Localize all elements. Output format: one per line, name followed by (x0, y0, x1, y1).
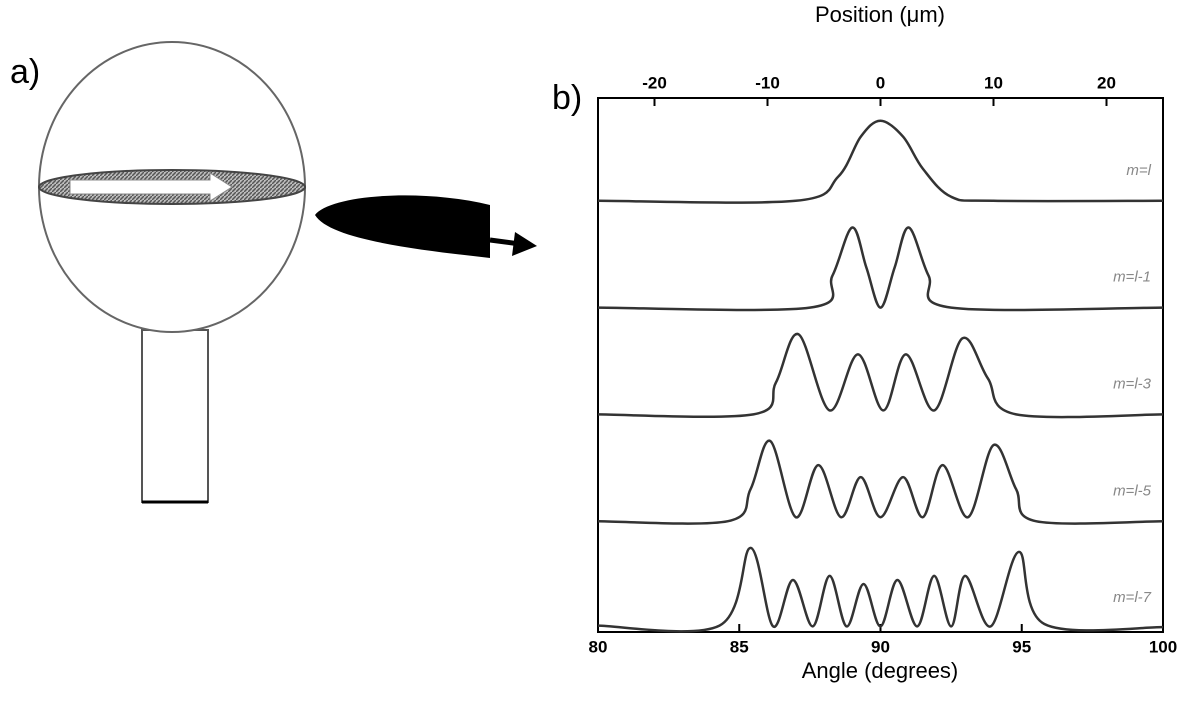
intensity-curve (597, 119, 1164, 204)
emission-beam (315, 195, 490, 258)
x-axis-label: Angle (degrees) (802, 658, 959, 683)
plot-frame (597, 97, 1164, 633)
x-tick-label: 95 (1012, 637, 1031, 656)
sphere-diagram (38, 41, 537, 504)
curve-label: m=l-3 (1113, 375, 1152, 392)
x-tick-label: 85 (730, 637, 749, 656)
intensity-curve (597, 546, 1164, 633)
x-tick-label: 80 (589, 637, 608, 656)
curve-label: m=l (1126, 162, 1151, 179)
x2-axis-label: Position (μm) (815, 2, 945, 27)
x2-tick-label: 0 (876, 73, 885, 92)
x2-tick-label: 20 (1097, 73, 1116, 92)
intensity-curve (597, 333, 1164, 419)
x2-tick-label: -10 (755, 73, 780, 92)
curve-label: m=l-1 (1113, 269, 1151, 286)
propagation-arrow (69, 172, 233, 202)
x2-tick-label: 10 (984, 73, 1003, 92)
intensity-curve (597, 226, 1164, 312)
panel-label: a) (10, 53, 40, 91)
x-tick-label: 90 (871, 637, 890, 656)
x2-tick-label: -20 (642, 73, 667, 92)
curve-label: m=l-5 (1113, 482, 1152, 499)
intensity-curve (597, 439, 1164, 525)
x-tick-label: 100 (1149, 637, 1177, 656)
stem (141, 329, 209, 503)
curve-label: m=l-7 (1113, 589, 1152, 606)
panel-label: b) (552, 79, 582, 117)
beam-arrow-head (512, 232, 537, 256)
